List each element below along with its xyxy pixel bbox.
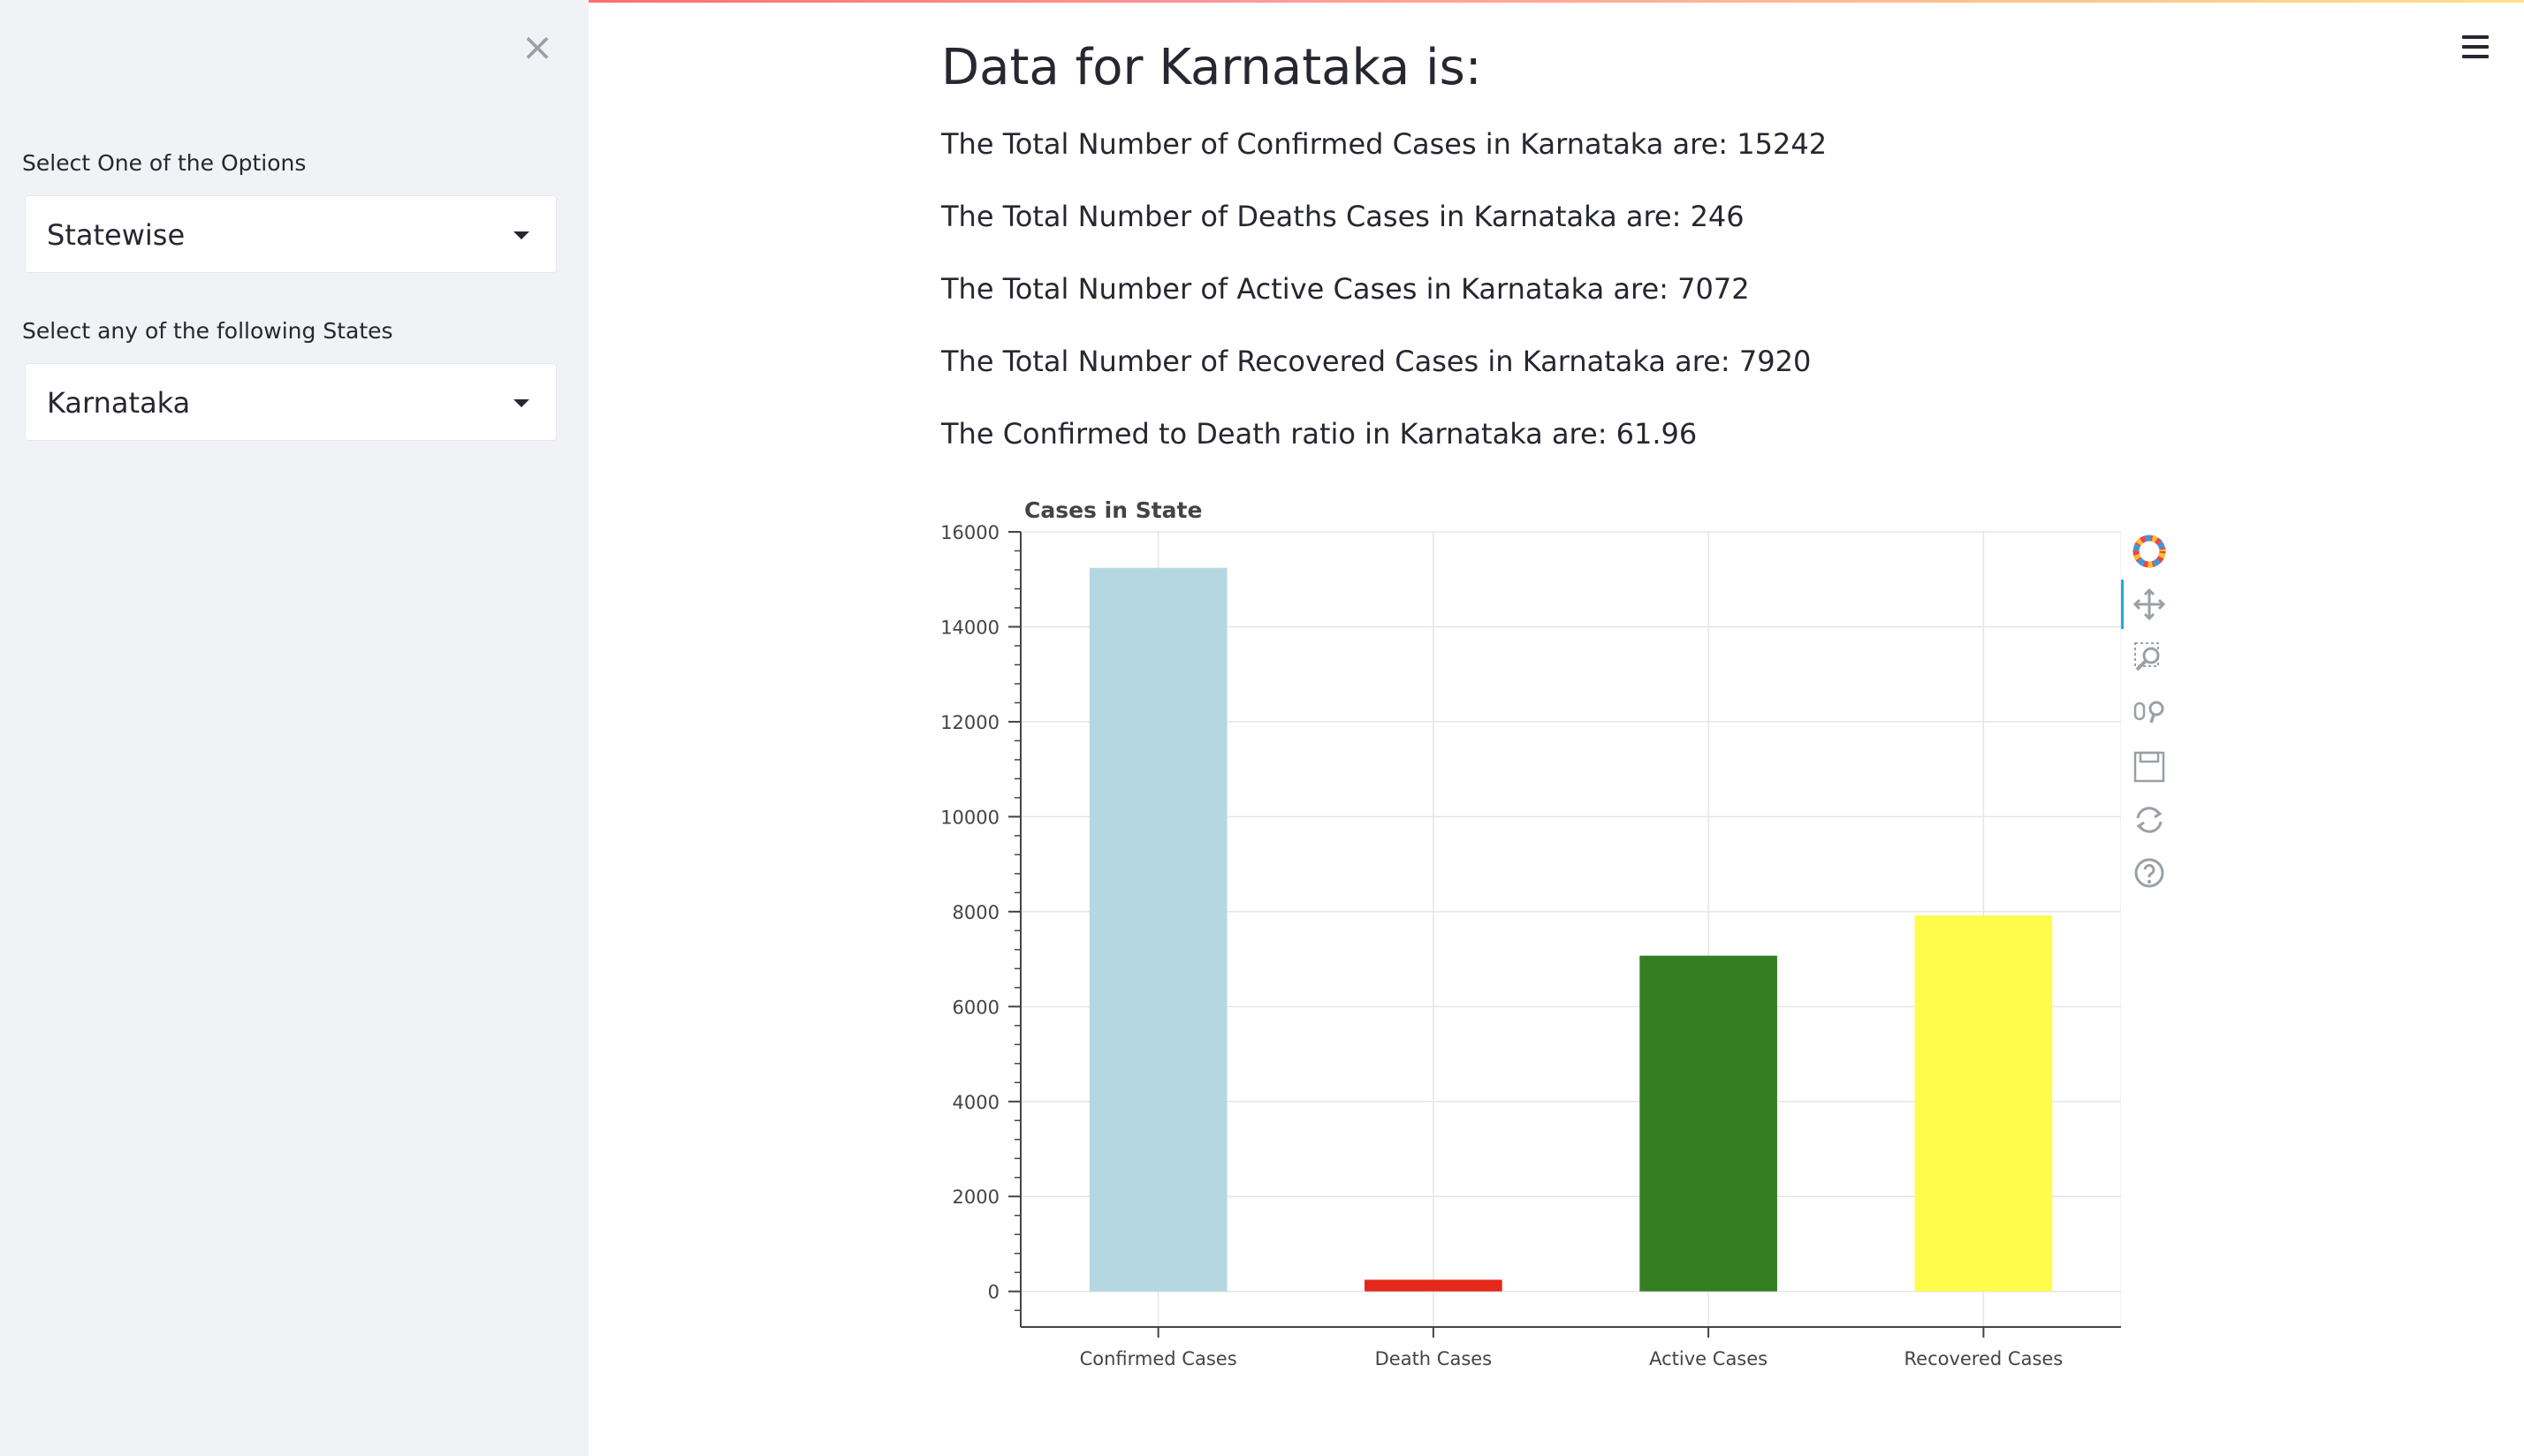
stat-recovered: The Total Number of Recovered Cases in K… [941, 345, 1812, 378]
bar-recovered-cases [1914, 915, 2053, 1292]
wheel-zoom-icon[interactable] [2130, 693, 2169, 732]
sidebar: × Select One of the Options Statewise Se… [0, 0, 589, 1456]
page-title: Data for Karnataka is: [941, 39, 1482, 96]
y-tick-label: 4000 [953, 1092, 1000, 1113]
chevron-down-icon [513, 231, 529, 239]
active-tool-indicator [2121, 580, 2124, 629]
reset-icon[interactable] [2130, 800, 2169, 839]
bar-active-cases [1639, 955, 1777, 1292]
stat-confirmed: The Total Number of Confirmed Cases in K… [941, 127, 1828, 161]
state-select-value: Karnataka [47, 386, 191, 420]
stat-active: The Total Number of Active Cases in Karn… [941, 272, 1750, 306]
box-zoom-icon[interactable] [2130, 638, 2169, 677]
state-select-label: Select any of the following States [22, 318, 393, 344]
bar-death-cases [1365, 1279, 1502, 1292]
state-select[interactable]: Karnataka [25, 363, 557, 441]
y-tick-label: 10000 [940, 807, 1000, 828]
pan-icon[interactable] [2130, 585, 2169, 624]
chevron-down-icon [513, 399, 529, 407]
y-tick-label: 12000 [940, 712, 1000, 733]
option-select-label: Select One of the Options [22, 150, 307, 176]
stat-ratio: The Confirmed to Death ratio in Karnatak… [941, 417, 1698, 451]
y-tick-label: 8000 [953, 902, 1000, 923]
y-tick-label: 16000 [940, 522, 1000, 543]
y-tick-label: 0 [988, 1282, 1000, 1303]
bar-confirmed-cases [1089, 567, 1228, 1292]
help-icon[interactable] [2130, 853, 2169, 892]
x-tick-label: Recovered Cases [1904, 1348, 2064, 1369]
hamburger-menu-icon[interactable] [2462, 34, 2489, 60]
close-sidebar-icon[interactable]: × [521, 25, 554, 70]
chart-toolbar [2121, 530, 2178, 901]
stat-deaths: The Total Number of Deaths Cases in Karn… [941, 200, 1745, 233]
option-select-value: Statewise [47, 218, 186, 252]
top-decoration-bar [0, 0, 2524, 3]
chart-title: Cases in State [1024, 497, 1202, 523]
y-tick-label: 14000 [940, 617, 1000, 638]
x-tick-label: Active Cases [1649, 1348, 1768, 1369]
x-tick-label: Death Cases [1375, 1348, 1493, 1369]
y-tick-label: 2000 [953, 1187, 1000, 1208]
option-select[interactable]: Statewise [25, 195, 557, 273]
x-tick-label: Confirmed Cases [1080, 1348, 1237, 1369]
cases-bar-chart: 0 2000 4000 6000 8000 10000 12000 14000 16000 Con… [940, 497, 2121, 1369]
y-tick-label: 6000 [953, 997, 1000, 1018]
bokeh-logo-icon[interactable] [2130, 532, 2169, 571]
save-icon[interactable] [2130, 747, 2169, 786]
